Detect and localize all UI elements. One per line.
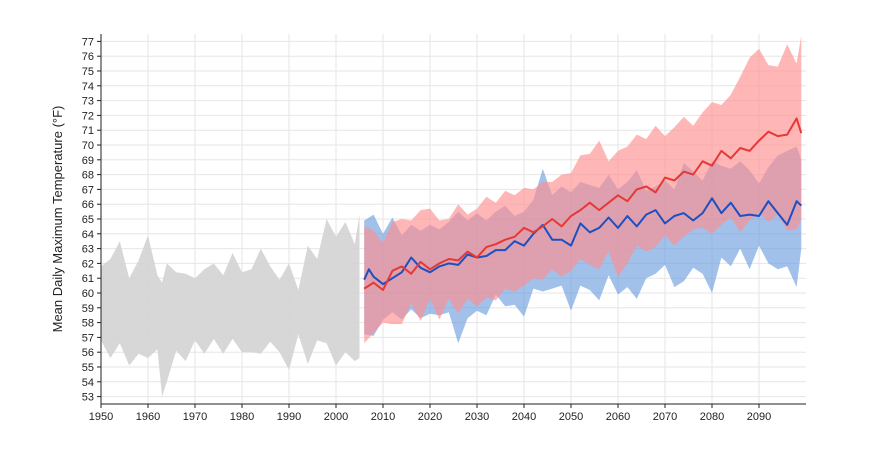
y-tick-label-61: 61 xyxy=(82,273,94,285)
y-tick-label-75: 75 xyxy=(82,66,94,78)
y-tick-label-54: 54 xyxy=(82,377,94,389)
x-tick-label-2040: 2040 xyxy=(512,411,536,423)
x-tick-label-2030: 2030 xyxy=(465,411,489,423)
x-tick-label-2090: 2090 xyxy=(747,411,771,423)
y-tick-label-66: 66 xyxy=(82,199,94,211)
y-tick-label-71: 71 xyxy=(82,125,94,137)
historical-band xyxy=(101,214,360,397)
x-tick-label-2060: 2060 xyxy=(606,411,630,423)
y-tick-label-62: 62 xyxy=(82,258,94,270)
y-tick-label-63: 63 xyxy=(82,244,94,256)
y-axis-title: Mean Daily Maximum Temperature (°F) xyxy=(50,106,65,333)
x-tick-label-2000: 2000 xyxy=(324,411,348,423)
y-tick-label-56: 56 xyxy=(82,347,94,359)
x-tick-label-2070: 2070 xyxy=(653,411,677,423)
y-tick-label-57: 57 xyxy=(82,332,94,344)
y-tick-label-64: 64 xyxy=(82,229,94,241)
y-tick-label-60: 60 xyxy=(82,288,94,300)
y-tick-label-58: 58 xyxy=(82,318,94,330)
y-tick-label-72: 72 xyxy=(82,110,94,122)
y-tick-label-55: 55 xyxy=(82,362,94,374)
series-layer xyxy=(101,35,803,397)
x-tick-label-1970: 1970 xyxy=(183,411,207,423)
y-tick-label-59: 59 xyxy=(82,303,94,315)
x-tick-label-2080: 2080 xyxy=(700,411,724,423)
x-tick-label-2010: 2010 xyxy=(371,411,395,423)
high-emissions-line xyxy=(363,117,803,291)
y-tick-label-65: 65 xyxy=(82,214,94,226)
x-tick-label-2020: 2020 xyxy=(418,411,442,423)
x-tick-label-1950: 1950 xyxy=(89,411,113,423)
low-emissions-line xyxy=(363,197,802,286)
x-tick-label-1990: 1990 xyxy=(277,411,301,423)
x-tick-label-1960: 1960 xyxy=(136,411,160,423)
x-tick-label-1980: 1980 xyxy=(230,411,254,423)
y-tick-labels: 53 54 55 56 57 58 59 60 61 62 63 64 65 66 67 68 69 70 71 72… xyxy=(82,36,101,404)
y-tick-label-53: 53 xyxy=(82,392,94,404)
y-tick-label-74: 74 xyxy=(82,81,94,93)
y-tick-label-69: 69 xyxy=(82,155,94,167)
x-tick-label-2050: 2050 xyxy=(559,411,583,423)
y-tick-label-73: 73 xyxy=(82,96,94,108)
x-tick-labels: 1950 1960 1970 1980 1990 2000 2010 2020 2030 2040… xyxy=(89,404,771,423)
y-tick-label-76: 76 xyxy=(82,51,94,63)
y-tick-label-67: 67 xyxy=(82,184,94,196)
y-tick-label-68: 68 xyxy=(82,170,94,182)
high-emissions-band xyxy=(364,35,802,344)
y-tick-label-70: 70 xyxy=(82,140,94,152)
y-tick-label-77: 77 xyxy=(82,36,94,48)
